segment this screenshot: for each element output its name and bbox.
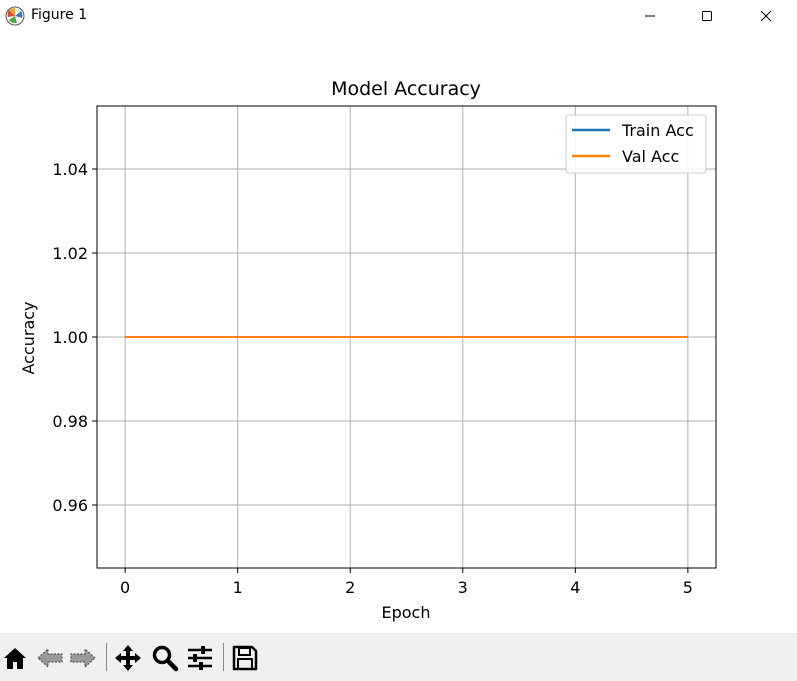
minimize-button[interactable]	[627, 0, 673, 32]
close-button[interactable]	[743, 0, 789, 32]
x-tick-label: 3	[458, 578, 468, 597]
sliders-icon	[188, 646, 212, 670]
x-tick-label: 5	[683, 578, 693, 597]
toolbar-separator	[106, 643, 107, 671]
accuracy-line-chart: Model Accuracy 0 1 2 3 4 5 0.96 0.98 1.00 1.02 1.0…	[19, 78, 717, 622]
close-icon	[760, 10, 772, 22]
y-axis-label: Accuracy	[19, 301, 38, 374]
back-arrow-icon	[37, 647, 63, 669]
save-button[interactable]	[230, 643, 260, 673]
matplotlib-icon	[5, 6, 25, 26]
y-tick-label: 1.00	[52, 328, 88, 347]
home-icon	[4, 648, 26, 669]
search-icon	[152, 645, 179, 672]
window-titlebar: Figure 1	[0, 0, 797, 32]
move-icon	[115, 645, 141, 671]
back-button[interactable]	[35, 643, 65, 673]
pan-button[interactable]	[113, 643, 143, 673]
x-axis-label: Epoch	[382, 603, 431, 622]
floppy-disk-icon	[232, 645, 258, 671]
home-button[interactable]	[0, 643, 30, 673]
zoom-button[interactable]	[150, 643, 180, 673]
navigation-toolbar	[0, 633, 797, 681]
figure-canvas[interactable]: Model Accuracy 0 1 2 3 4 5 0.96 0.98 1.00 1.02 1.0…	[0, 32, 797, 633]
legend-label-val-acc: Val Acc	[622, 147, 679, 166]
chart-legend: Train Acc Val Acc	[565, 114, 707, 174]
forward-arrow-icon	[70, 647, 96, 669]
x-tick-label: 1	[233, 578, 243, 597]
maximize-icon	[702, 11, 712, 21]
configure-subplots-button[interactable]	[185, 643, 215, 673]
forward-button[interactable]	[68, 643, 98, 673]
toolbar-separator	[223, 643, 224, 671]
legend-label-train-acc: Train Acc	[621, 121, 694, 140]
y-tick-label: 0.98	[52, 412, 88, 431]
chart-title: Model Accuracy	[331, 78, 481, 100]
y-tick-label: 0.96	[52, 496, 88, 515]
x-tick-label: 2	[345, 578, 355, 597]
x-tick-label: 4	[570, 578, 580, 597]
y-tick-label: 1.04	[52, 160, 88, 179]
minimize-icon	[645, 15, 655, 17]
y-tick-label: 1.02	[52, 244, 88, 263]
maximize-button[interactable]	[684, 0, 730, 32]
window-title: Figure 1	[31, 7, 88, 23]
x-tick-label: 0	[120, 578, 130, 597]
